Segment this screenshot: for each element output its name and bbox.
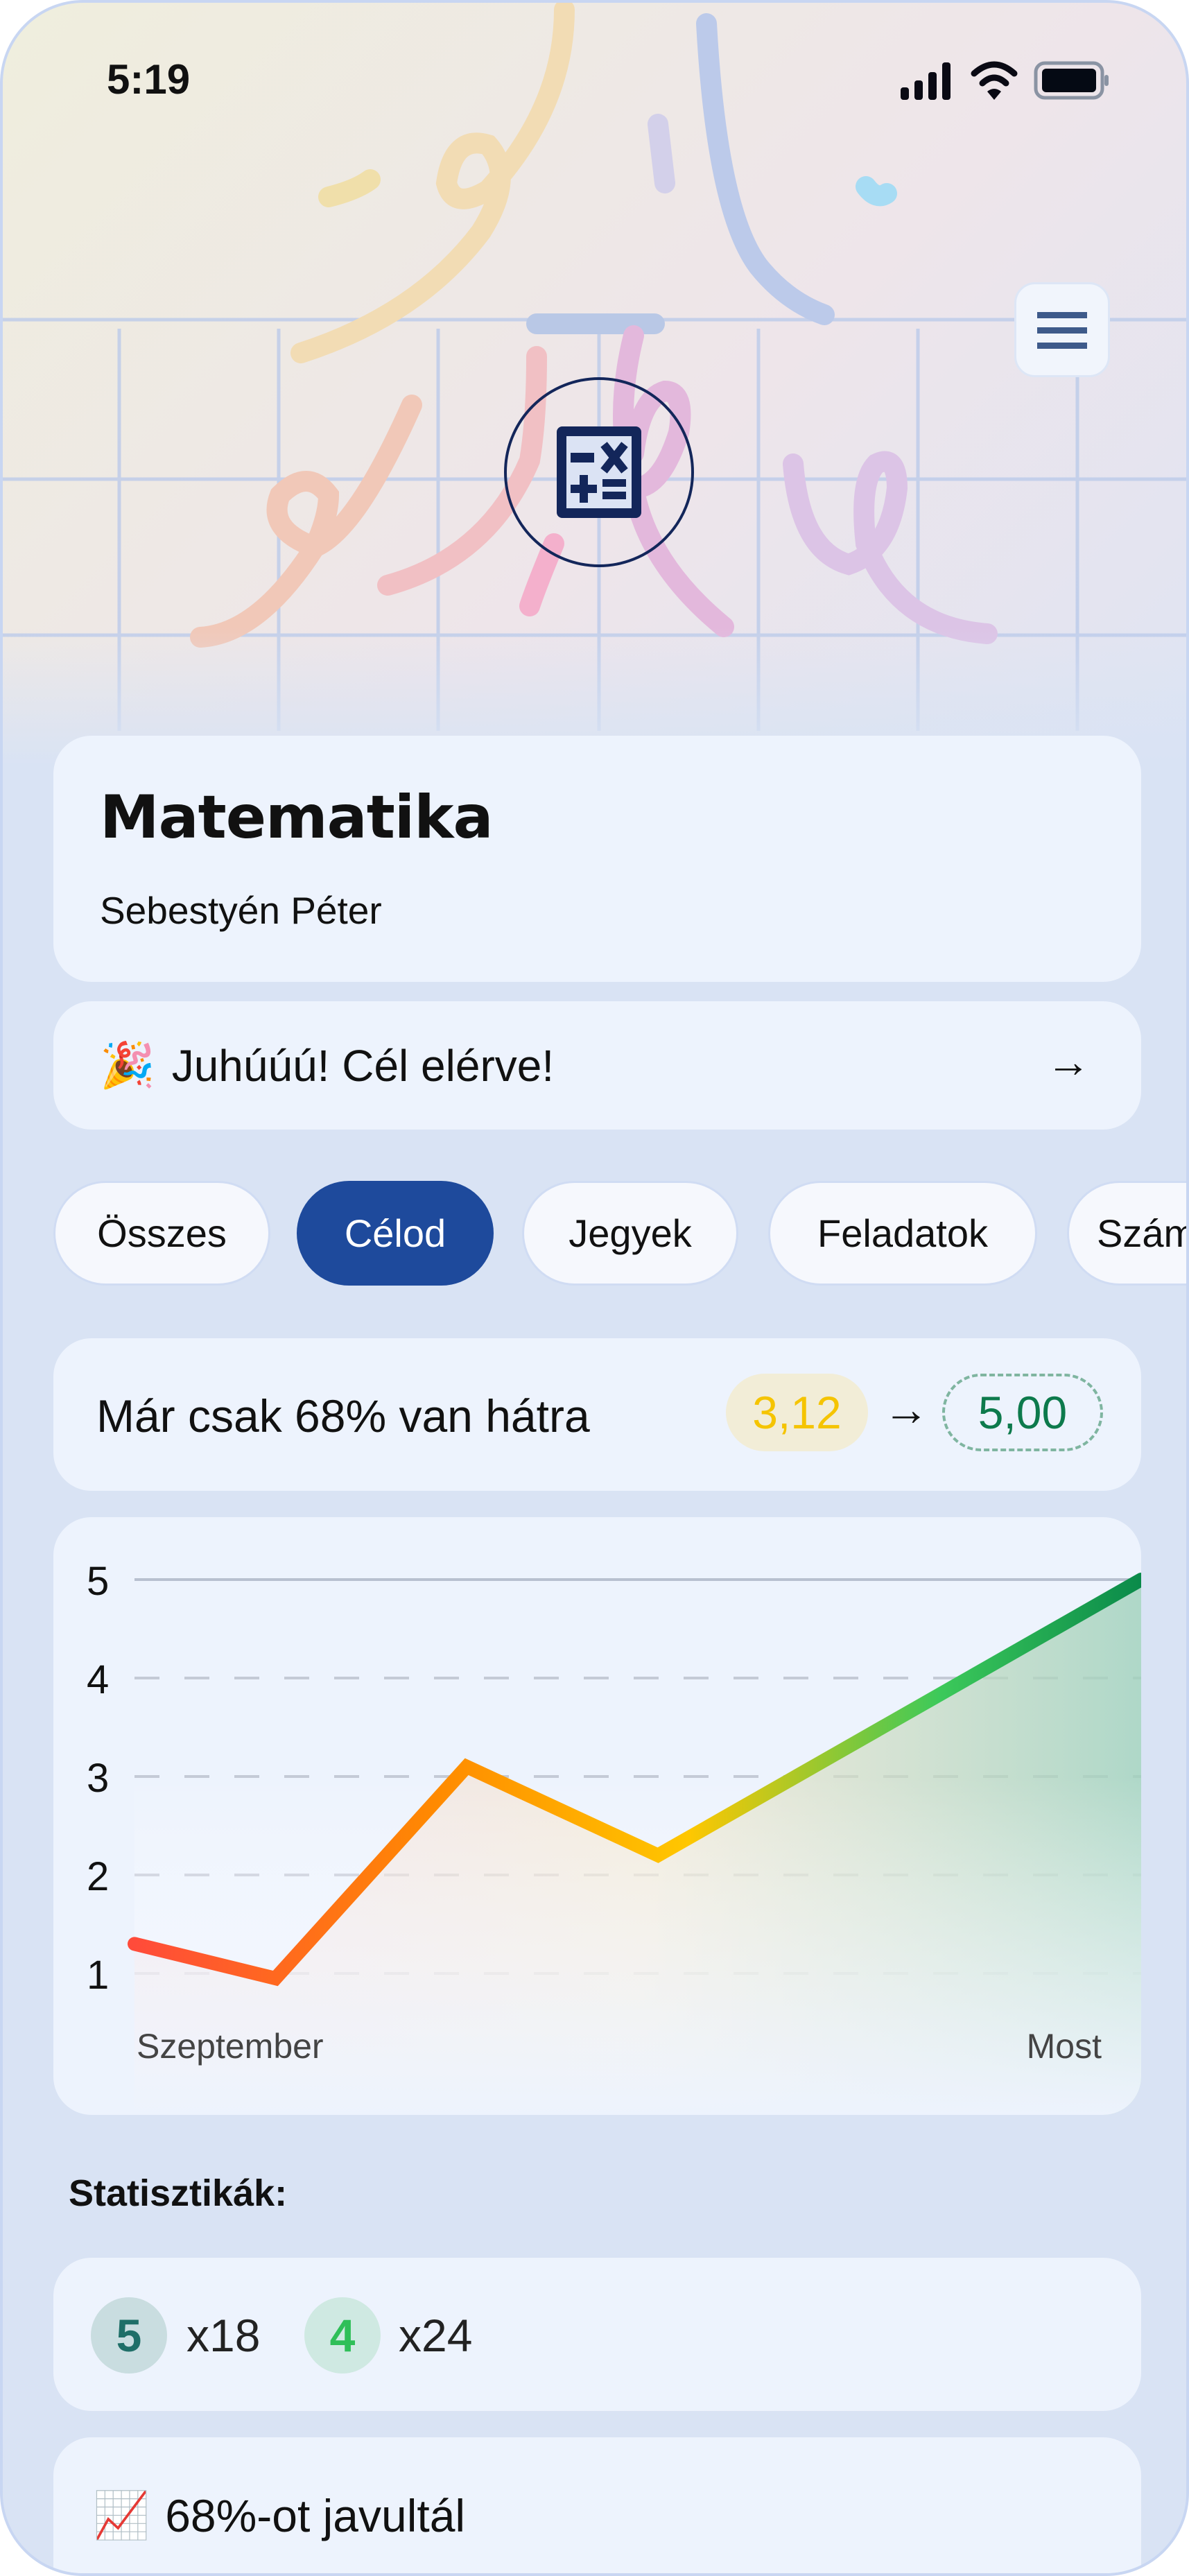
tab-jegyek[interactable]: Jegyek: [522, 1181, 738, 1286]
hamburger-menu-icon: [1037, 311, 1087, 349]
tab-szam[interactable]: Szám: [1067, 1181, 1186, 1286]
calculator-icon: [557, 426, 641, 518]
arrow-right-icon[interactable]: →: [1046, 1037, 1091, 1087]
stats-heading: Statisztikák:: [69, 2172, 288, 2214]
grade-counts-card: [53, 2258, 1141, 2411]
y-tick-3: 3: [87, 1756, 109, 1801]
subject-icon-circle: [504, 377, 694, 567]
menu-button[interactable]: [1014, 282, 1110, 377]
x-label-start: Szeptember: [137, 2027, 324, 2066]
status-icons: [899, 58, 1110, 103]
target-average-badge: 5,00: [942, 1374, 1103, 1451]
current-average-badge: 3,12: [726, 1374, 868, 1451]
goal-remaining-text: Már csak 68% van hátra: [96, 1390, 590, 1442]
progress-chart: 1 2 3 4 5 Szeptember Most: [87, 1559, 1141, 2115]
y-tick-4: 4: [87, 1657, 109, 1702]
teacher-name: Sebestyén Péter: [100, 889, 382, 932]
goal-reached-banner[interactable]: [53, 1001, 1141, 1130]
tab-feladatok[interactable]: Feladatok: [768, 1181, 1037, 1286]
grade-5-badge: 5: [91, 2297, 167, 2374]
y-tick-5: 5: [87, 1559, 109, 1604]
signal-icon: [901, 62, 951, 100]
battery-icon: [1034, 61, 1109, 100]
series-line: [128, 1573, 1141, 1987]
grade-4-badge: 4: [304, 2297, 381, 2374]
status-time: 5:19: [107, 56, 191, 103]
x-label-end: Most: [1027, 2027, 1102, 2066]
improvement-text: 68%-ot javultál: [165, 2490, 466, 2541]
y-tick-2: 2: [87, 1854, 109, 1899]
party-popper-icon: 🎉: [100, 1040, 155, 1090]
tab-celod[interactable]: Célod: [297, 1181, 494, 1286]
improvement-card: [53, 2437, 1141, 2573]
banner-text: Juhúúú! Cél elérve!: [171, 1040, 555, 1091]
chart-increasing-icon: 📈: [93, 2489, 150, 2541]
grade-5-count: x18: [186, 2310, 261, 2361]
subject-card: [53, 736, 1141, 982]
grade-4-count: x24: [399, 2310, 473, 2361]
page-title: Matematika: [100, 783, 494, 852]
y-tick-1: 1: [87, 1953, 109, 1998]
tab-osszes[interactable]: Összes: [53, 1181, 270, 1286]
arrow-icon: →: [883, 1383, 929, 1435]
wifi-icon: [971, 61, 1018, 100]
progress-chart-card: 1 2 3 4 5 Szeptember Most: [53, 1517, 1141, 2115]
